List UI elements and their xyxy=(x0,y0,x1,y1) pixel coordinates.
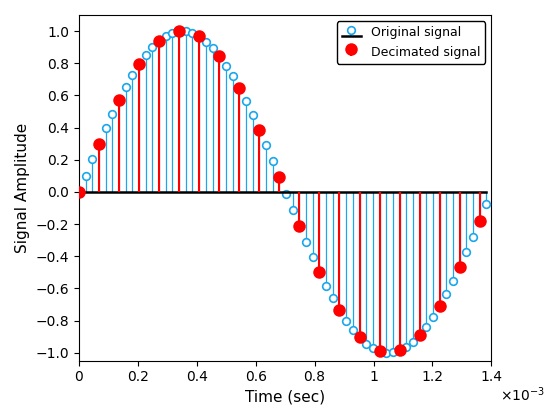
X-axis label: Time (sec): Time (sec) xyxy=(245,390,325,405)
Legend: Original signal, Decimated signal: Original signal, Decimated signal xyxy=(337,21,485,63)
Y-axis label: Signal Amplitude: Signal Amplitude xyxy=(15,123,30,253)
Text: $\times10^{-3}$: $\times10^{-3}$ xyxy=(500,385,544,404)
